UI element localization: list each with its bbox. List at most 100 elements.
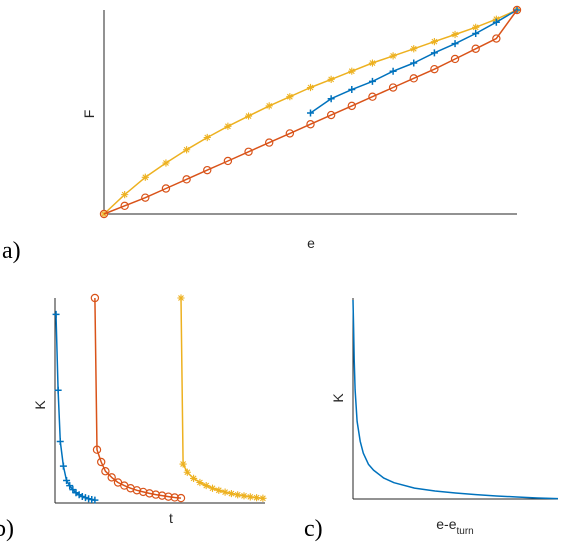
panel-b: t K b) bbox=[0, 293, 267, 542]
panel-a-series-orange-point-2 bbox=[141, 193, 150, 202]
panel-a-series-yellow-point-17 bbox=[451, 30, 459, 39]
panel-b-series-yellow-point-7 bbox=[215, 486, 223, 494]
panel-a-series-orange-point-9 bbox=[285, 129, 295, 138]
panel-a-series-blue-point-9 bbox=[492, 18, 500, 26]
panel-b-series-yellow-point-9 bbox=[227, 489, 235, 498]
panel-a-series-yellow-point-1 bbox=[121, 191, 129, 199]
panel-b-series-orange-point-1 bbox=[92, 445, 102, 454]
panel-b-series-blue-point-13 bbox=[91, 496, 99, 504]
panel-a-x-label: e bbox=[307, 235, 315, 251]
panel-b-series-blue-point-0 bbox=[52, 310, 60, 318]
panel-a-series-yellow-point-8 bbox=[265, 102, 273, 110]
panel-a-series bbox=[99, 5, 522, 219]
panel-b-series-yellow-point-11 bbox=[240, 492, 248, 500]
panel-a-series-orange-point-10 bbox=[306, 120, 315, 129]
panel-b-series-orange-point-11 bbox=[151, 490, 160, 499]
panel-c: e-eturn K c) bbox=[304, 298, 559, 542]
panel-b-series-orange-point-13 bbox=[164, 492, 173, 501]
panel-a-series-blue-point-2 bbox=[348, 86, 356, 94]
panel-b-series-orange-point-3 bbox=[101, 467, 110, 476]
panel-a-series-orange-point-17 bbox=[450, 54, 460, 64]
panel-a-series-yellow-point-10 bbox=[306, 83, 315, 92]
panel-a-series-orange-point-8 bbox=[265, 138, 274, 147]
panel-c-label: c) bbox=[304, 516, 323, 542]
panel-b-series-orange-point-12 bbox=[157, 491, 167, 500]
panel-b-series-yellow-point-6 bbox=[208, 484, 217, 492]
panel-b-y-label: K bbox=[32, 400, 48, 410]
panel-a-series-blue-point-7 bbox=[451, 40, 459, 48]
panel-b-series-blue-point-10 bbox=[81, 494, 89, 502]
panel-b-series-blue-point-5 bbox=[66, 482, 74, 490]
panel-b-series bbox=[52, 293, 267, 504]
panel-a-series-orange-point-3 bbox=[161, 184, 171, 193]
panel-b-x-label: t bbox=[169, 510, 173, 526]
panel-a-series-yellow-point-11 bbox=[327, 75, 335, 83]
panel-c-series-blue-line bbox=[352, 299, 559, 500]
panel-b-series-blue-line bbox=[55, 314, 96, 501]
panel-a-series-blue-point-0 bbox=[307, 109, 314, 117]
panel-a-series-yellow-point-18 bbox=[472, 23, 480, 31]
panel-a-series-yellow-point-4 bbox=[183, 146, 191, 154]
panel-a-series-yellow-point-14 bbox=[389, 52, 397, 60]
panel-a-series-orange-point-4 bbox=[182, 175, 191, 184]
panel-a-series-yellow-point-2 bbox=[141, 173, 149, 181]
panel-c-series bbox=[352, 299, 559, 500]
panel-a-series-orange-point-19 bbox=[492, 34, 501, 43]
panel-a-series-yellow-point-13 bbox=[368, 59, 377, 67]
panel-b-series-yellow-point-3 bbox=[190, 474, 198, 482]
panel-b-series-blue-point-11 bbox=[85, 495, 93, 503]
panel-a-series-orange-point-18 bbox=[471, 44, 480, 53]
panel-b-series-blue-point-9 bbox=[78, 492, 86, 500]
panel-a-series-yellow-point-6 bbox=[224, 122, 232, 130]
panel-a-series-orange-point-5 bbox=[203, 165, 212, 175]
panel-b-series-yellow-point-2 bbox=[183, 468, 191, 476]
panel-b-series-yellow-point-0 bbox=[177, 294, 185, 302]
panel-a-series-yellow-point-7 bbox=[244, 112, 253, 120]
panel-a-series-orange-point-11 bbox=[326, 110, 336, 120]
panel-a-series-orange-point-1 bbox=[120, 201, 129, 211]
panel-c-x-label: e-eturn bbox=[436, 516, 473, 537]
panel-b-series-yellow-point-13 bbox=[253, 494, 261, 502]
panel-a-series-yellow-point-9 bbox=[286, 93, 294, 101]
panel-b-series-blue-point-1 bbox=[54, 386, 62, 394]
panel-b-series-yellow-point-8 bbox=[221, 488, 229, 496]
panel-b-series-orange-point-4 bbox=[107, 473, 116, 482]
panel-a-series-blue-point-5 bbox=[410, 59, 418, 67]
panel-b-series-orange-point-0 bbox=[90, 293, 100, 303]
panel-a-label: a) bbox=[2, 238, 21, 264]
panel-a-series-blue-point-3 bbox=[368, 77, 376, 85]
panel-a-series-blue-point-6 bbox=[430, 49, 438, 57]
panel-a-series-blue-point-4 bbox=[389, 67, 397, 75]
panel-a-series-orange-point-7 bbox=[244, 147, 253, 156]
panel-a-series-blue-point-1 bbox=[327, 95, 335, 103]
panel-a-series-orange-point-15 bbox=[409, 74, 418, 83]
panel-b-series-yellow-point-4 bbox=[196, 478, 204, 487]
panel-b-series-yellow-point-10 bbox=[234, 491, 242, 499]
panel-a-y-label: F bbox=[81, 110, 97, 119]
panel-a-series-orange-point-12 bbox=[347, 101, 356, 111]
panel-a-series-blue-point-8 bbox=[472, 29, 480, 37]
panel-a-series-orange-point-6 bbox=[223, 156, 233, 166]
panel-a-series-orange-point-20 bbox=[512, 5, 522, 15]
panel-b-series-blue-point-4 bbox=[63, 476, 71, 484]
panel-b-series-orange-point-15 bbox=[176, 493, 186, 503]
panel-b-series-orange-point-2 bbox=[96, 457, 106, 467]
panel-b-label: b) bbox=[0, 516, 14, 542]
panel-a-series-orange-line bbox=[103, 9, 518, 215]
panel-b-series-yellow-point-1 bbox=[179, 460, 187, 468]
panel-a: e F a) bbox=[2, 5, 522, 264]
panel-b-series-orange-point-14 bbox=[170, 493, 179, 502]
panel-a-series-yellow-point-12 bbox=[348, 67, 356, 75]
panel-b-series-yellow-line bbox=[180, 297, 263, 500]
panel-a-series-orange-point-14 bbox=[388, 83, 398, 92]
panel-b-series-yellow-point-14 bbox=[259, 494, 267, 502]
panel-a-series-yellow-point-3 bbox=[162, 159, 170, 167]
panel-b-series-blue-point-3 bbox=[59, 462, 67, 470]
panel-b-series-yellow-point-5 bbox=[202, 481, 210, 490]
panel-a-series-orange-point-16 bbox=[430, 64, 439, 74]
panel-b-series-orange-point-9 bbox=[138, 487, 148, 497]
panel-b-series-orange-point-10 bbox=[145, 489, 154, 498]
panel-a-series-yellow-point-15 bbox=[410, 45, 418, 53]
panel-a-series-orange-point-13 bbox=[368, 92, 377, 101]
